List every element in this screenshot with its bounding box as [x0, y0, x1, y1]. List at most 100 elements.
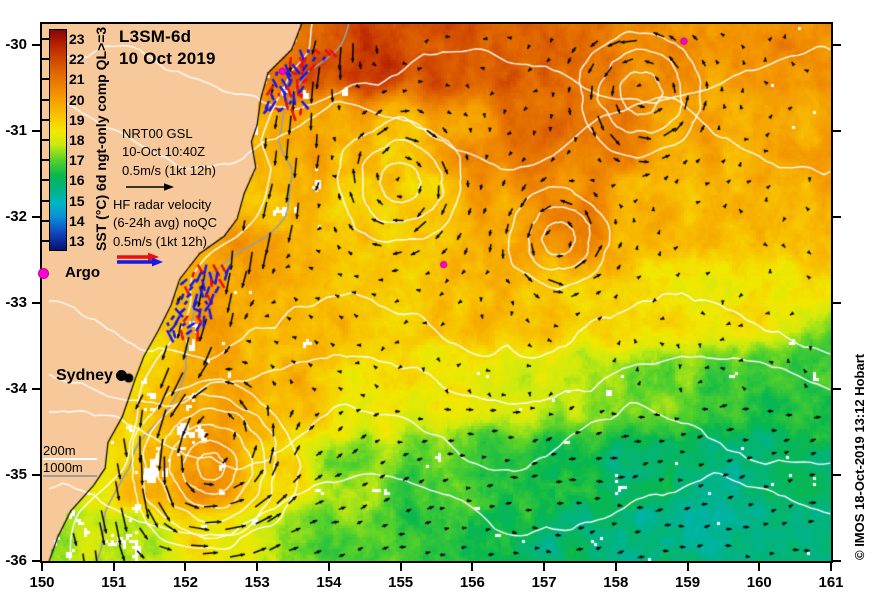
map-plot-area[interactable]: [40, 22, 833, 563]
y-axis-tick: [32, 130, 40, 133]
y-axis-label: -33: [5, 294, 27, 312]
colorbar-tick-label: 17: [69, 152, 85, 169]
y-axis-tick: [32, 388, 40, 391]
y-axis-tick-right: [833, 388, 841, 391]
colorbar-tick: [42, 98, 49, 101]
y-axis-label: -34: [5, 380, 27, 398]
x-axis-tick: [471, 563, 474, 571]
hf-radar-scale-arrow-icon: [113, 251, 217, 267]
x-axis-label: 155: [388, 574, 414, 591]
depth-legend-rule: [43, 475, 97, 477]
hf-radar-legend-line2: (6-24h avg) noQC: [113, 215, 218, 231]
depth-legend-row: 1000m: [43, 461, 97, 477]
x-axis-tick: [614, 563, 617, 571]
x-axis-tick: [830, 563, 832, 571]
colorbar-tick: [42, 58, 49, 61]
x-axis-label: 152: [172, 574, 198, 591]
colorbar-tick-label: 15: [69, 192, 85, 209]
figure-title-line2: 10 Oct 2019: [119, 49, 216, 69]
x-axis-tick: [184, 563, 187, 571]
x-axis-tick: [327, 563, 330, 571]
depth-legend-row: 200m: [43, 444, 97, 460]
y-axis-tick-right: [833, 302, 841, 305]
y-axis-label: -30: [5, 36, 27, 54]
colorbar-tick-label: 20: [69, 91, 85, 108]
x-axis-label: 154: [316, 574, 342, 591]
colorbar-tick-label: 19: [69, 111, 85, 128]
colorbar-tick-label: 18: [69, 132, 85, 148]
colorbar-tick: [42, 179, 49, 182]
colorbar-tick: [42, 118, 49, 121]
x-axis-label: 161: [818, 574, 844, 591]
colorbar-tick: [42, 139, 49, 141]
sst-colorbar-gradient: [50, 30, 66, 250]
gsl-legend-line3: 0.5m/s (1kt 12h): [122, 162, 216, 178]
y-axis-tick: [32, 216, 40, 219]
colorbar-tick: [42, 219, 49, 222]
x-axis-label: 156: [459, 574, 485, 591]
y-axis-label: -31: [5, 122, 27, 140]
x-axis-label: 160: [746, 574, 772, 591]
hf-radar-legend-line1: HF radar velocity: [113, 197, 212, 212]
y-axis-tick-right: [833, 130, 841, 133]
colorbar-tick-label: 16: [69, 172, 85, 189]
y-axis-tick-right: [833, 44, 841, 47]
x-axis-tick: [686, 563, 689, 571]
x-axis-label: 153: [244, 574, 270, 591]
city-label-sydney-text: Sydney: [56, 367, 113, 384]
argo-legend-label: Argo: [65, 264, 100, 281]
sst-colorbar-title-text: SST (°C) 6d ngt-only comp QL>=3: [93, 26, 109, 251]
x-axis-label: 158: [603, 574, 629, 591]
depth-legend-label: 1000m: [43, 460, 83, 475]
sst-colorbar: [49, 29, 67, 251]
colorbar-tick-label: 23: [69, 31, 85, 48]
y-axis-tick-right: [833, 474, 841, 477]
gsl-legend: NRT00 GSL 10-Oct 10:40Z 0.5m/s (1kt 12h): [122, 125, 216, 194]
colorbar-tick: [42, 199, 49, 202]
y-axis-tick: [32, 44, 40, 47]
credit-text-label: © IMOS 18-Oct-2019 13:12 Hobart: [852, 353, 867, 560]
depth-legend-label: 200m: [43, 443, 76, 458]
colorbar-tick: [42, 159, 49, 162]
x-axis-tick: [543, 563, 546, 571]
x-axis-label: 150: [29, 574, 55, 591]
y-axis-tick: [32, 474, 40, 477]
figure-title: L3SM-6d 10 Oct 2019: [119, 26, 216, 71]
y-axis-tick: [32, 560, 40, 562]
x-axis-tick: [41, 563, 43, 571]
y-axis-label: -36: [5, 552, 27, 569]
gsl-legend-line2: 10-Oct 10:40Z: [122, 144, 206, 160]
hf-radar-legend-line3: 0.5m/s (1kt 12h): [113, 233, 207, 249]
colorbar-tick: [42, 38, 49, 41]
x-axis-tick: [256, 563, 259, 571]
x-axis-tick: [758, 563, 761, 571]
depth-legend-rule: [43, 458, 97, 460]
colorbar-tick-label: 14: [69, 212, 85, 229]
hf-radar-legend: HF radar velocity (6-24h avg) noQC 0.5m/…: [113, 196, 218, 267]
y-axis-tick-right: [833, 560, 841, 562]
x-axis-tick: [399, 563, 402, 571]
y-axis-label: -35: [5, 466, 27, 484]
gsl-scale-arrow-icon: [122, 180, 216, 194]
depth-contour-legend: 200m 1000m: [43, 444, 97, 478]
sst-colorbar-title: SST (°C) 6d ngt-only comp QL>=3: [78, 27, 109, 251]
y-axis-tick: [32, 302, 40, 305]
colorbar-tick: [42, 78, 49, 81]
sst-raster-canvas: [42, 24, 831, 561]
colorbar-tick: [42, 239, 49, 242]
colorbar-tick-label: 22: [69, 51, 85, 68]
argo-marker-icon: [38, 267, 49, 279]
x-axis-label: 151: [101, 574, 127, 591]
city-marker-icon: [115, 370, 127, 382]
figure-title-line1: L3SM-6d: [119, 27, 192, 46]
x-axis-label: 157: [531, 574, 557, 591]
argo-legend: Argo: [38, 264, 100, 281]
x-axis-label: 159: [675, 574, 701, 591]
y-axis-tick-right: [833, 216, 841, 219]
y-axis-label: -32: [5, 208, 27, 226]
gsl-legend-line1: NRT00 GSL: [122, 126, 193, 141]
city-label-sydney: Sydney: [56, 367, 127, 385]
colorbar-tick-label: 13: [69, 232, 85, 249]
colorbar-tick-label: 21: [69, 71, 85, 88]
